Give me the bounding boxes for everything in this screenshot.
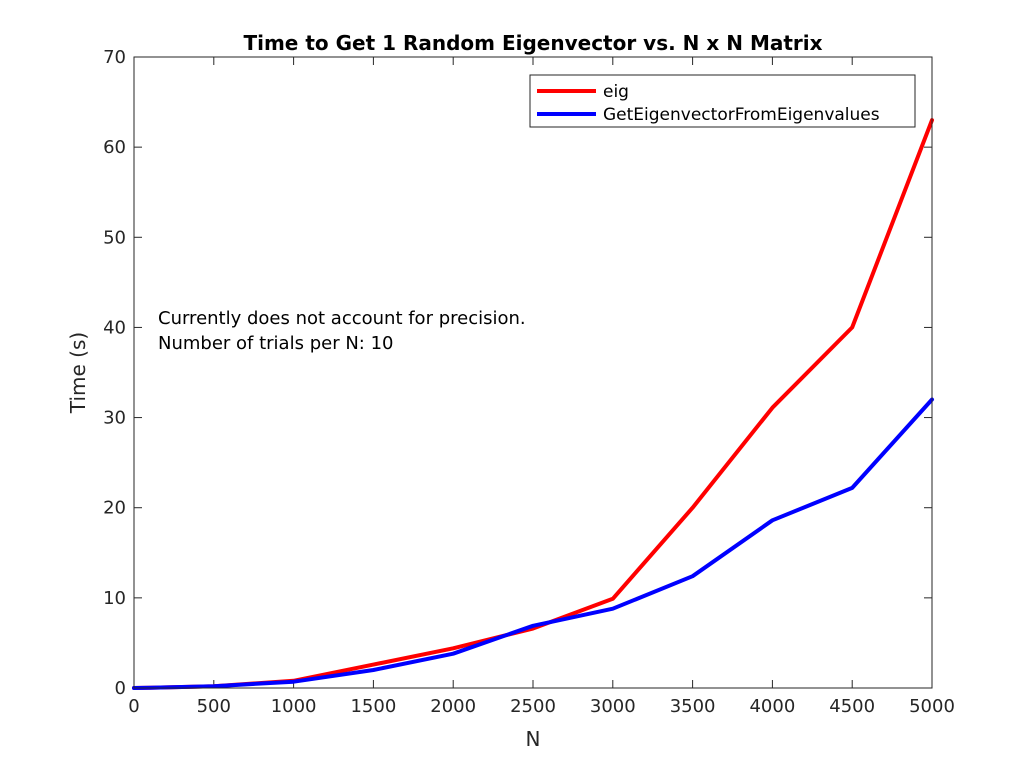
x-tick-label: 3000 [590, 696, 636, 717]
y-tick-label: 20 [103, 498, 126, 519]
y-tick-label: 60 [103, 137, 126, 158]
chart-title: Time to Get 1 Random Eigenvector vs. N x… [243, 31, 822, 55]
y-tick-label: 0 [115, 678, 126, 699]
legend-label: eig [603, 82, 629, 102]
y-tick-label: 40 [103, 317, 126, 338]
ticks-layer: 0 500 1000 1500 2000 2500 3000 3500 4000 4500 5000… [103, 47, 955, 717]
x-tick-label: 3500 [670, 696, 716, 717]
plot-area [134, 57, 932, 688]
y-tick-label: 70 [103, 47, 126, 68]
x-tick-label: 1000 [271, 696, 317, 717]
legend-entries: eig GetEigenvectorFromEigenvalues [537, 82, 880, 125]
x-tick-label: 4000 [749, 696, 795, 717]
x-tick-label: 500 [197, 696, 231, 717]
series-line-getEigenvectorFromEigenvalues [132, 397, 934, 690]
x-tick-label: 2500 [510, 696, 556, 717]
annotation-line-2: Number of trials per N: 10 [158, 333, 393, 354]
series-layer [132, 118, 934, 690]
legend-label: GetEigenvectorFromEigenvalues [603, 105, 880, 125]
x-tick-label: 0 [128, 696, 139, 717]
x-tick-label: 1500 [350, 696, 396, 717]
axes-box [133, 56, 933, 689]
y-axis-label: Time (s) [66, 332, 90, 414]
y-tick-label: 30 [103, 408, 126, 429]
legend-box [529, 74, 916, 128]
x-axis-label: N [526, 727, 541, 751]
x-tick-label: 4500 [829, 696, 875, 717]
y-tick-label: 50 [103, 227, 126, 248]
annotation-line-1: Currently does not account for precision… [158, 308, 526, 329]
x-tick-label: 5000 [909, 696, 955, 717]
y-tick-label: 10 [103, 588, 126, 609]
x-tick-label: 2000 [430, 696, 476, 717]
legend: eig GetEigenvectorFromEigenvalues [529, 74, 916, 128]
